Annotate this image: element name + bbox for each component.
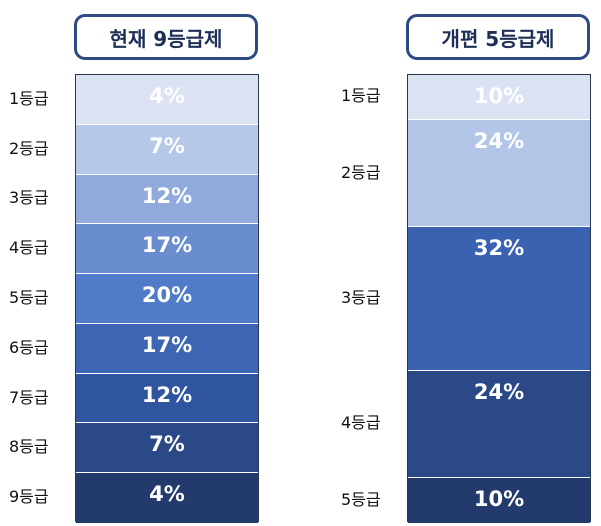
grade-label: 5등급 <box>341 489 381 509</box>
grade-label: 6등급 <box>9 337 49 357</box>
segment-1등급: 4% <box>76 75 258 125</box>
segment-1등급: 10% <box>408 75 590 120</box>
segment-value-label: 17% <box>141 233 193 258</box>
grade-label: 3등급 <box>9 188 49 208</box>
segment-value-label: 17% <box>141 332 193 357</box>
segment-2등급: 24% <box>408 119 590 228</box>
grade-label: 4등급 <box>341 413 381 433</box>
segment-value-label: 20% <box>141 283 193 308</box>
grade-label: 5등급 <box>9 288 49 307</box>
grade-label: 1등급 <box>9 88 49 108</box>
segment-8등급: 7% <box>76 423 258 474</box>
segment-2등급: 7% <box>76 124 258 175</box>
grade-label: 8등급 <box>9 437 49 457</box>
segment-value-label: 12% <box>141 382 193 407</box>
segment-value-label: 10% <box>473 84 525 108</box>
segment-value-label: 4% <box>149 482 185 507</box>
segment-3등급: 32% <box>408 227 590 371</box>
segment-5등급: 20% <box>76 274 258 324</box>
grade-label: 7등급 <box>9 387 49 407</box>
segment-5등급: 10% <box>408 478 590 523</box>
grade-label: 4등급 <box>9 238 49 258</box>
segment-7등급: 12% <box>76 373 258 424</box>
segment-3등급: 12% <box>76 174 258 225</box>
grade-label: 2등급 <box>341 162 381 182</box>
segment-6등급: 17% <box>76 323 258 374</box>
segment-value-label: 7% <box>149 133 185 158</box>
reformed-grade-stack: 10% 24% 32% 24% 10% <box>407 74 591 523</box>
current-grade-stack: 4% 7% 12% 17% 20% 17% 12% 7% 4% <box>75 74 259 523</box>
grade-label: 2등급 <box>9 138 49 158</box>
segment-4등급: 17% <box>76 224 258 275</box>
segment-value-label: 10% <box>473 487 525 512</box>
segment-9등급: 4% <box>76 473 258 523</box>
segment-value-label: 4% <box>149 84 185 108</box>
grade-label: 1등급 <box>341 86 381 106</box>
grade-label: 9등급 <box>9 487 49 507</box>
chart-title-current: 현재 9등급제 <box>74 14 258 60</box>
segment-value-label: 12% <box>141 183 193 208</box>
chart-title-reformed: 개편 5등급제 <box>406 14 590 60</box>
segment-value-label: 24% <box>473 128 525 153</box>
segment-value-label: 32% <box>473 236 525 261</box>
segment-value-label: 7% <box>149 432 185 457</box>
grade-label: 3등급 <box>341 288 381 307</box>
segment-value-label: 24% <box>473 379 525 404</box>
segment-4등급: 24% <box>408 370 590 479</box>
